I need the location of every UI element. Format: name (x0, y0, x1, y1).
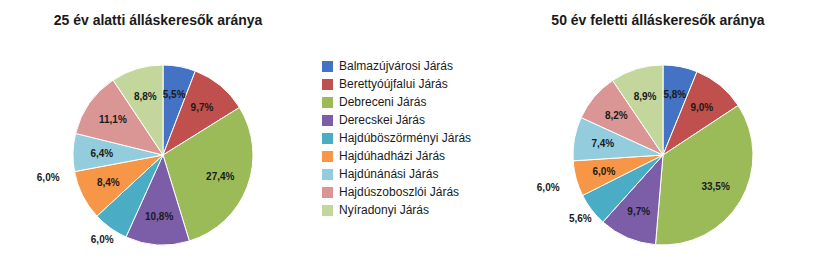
svg-text:10,8%: 10,8% (145, 211, 173, 222)
html-text:50 év feletti álláskeresők ará: 50 év feletti álláskeresők aránya (551, 12, 765, 28)
html-text:Hajdúnánási Járás: Hajdúnánási Járás (339, 167, 439, 181)
svg-text:9,7%: 9,7% (191, 102, 214, 113)
svg-text:8,8%: 8,8% (134, 91, 157, 102)
svg-text:6,4%: 6,4% (90, 148, 113, 159)
svg-text:33,5%: 33,5% (701, 181, 729, 192)
html-text:Nyíradonyi Járás: Nyíradonyi Járás (339, 203, 429, 217)
svg-text:9,7%: 9,7% (627, 206, 650, 217)
svg-text:6,0%: 6,0% (537, 182, 560, 193)
html-text:Hajdúszoboszlói Járás: Hajdúszoboszlói Járás (339, 185, 460, 199)
svg-text:5,5%: 5,5% (163, 89, 186, 100)
svg-text:7,4%: 7,4% (591, 138, 614, 149)
html-text:Hajdúhadházi Járás: Hajdúhadházi Járás (339, 149, 446, 163)
svg-text:8,4%: 8,4% (97, 177, 120, 188)
html-text:Hajdúböszörményi Járás: Hajdúböszörményi Járás (339, 131, 472, 145)
html-text:Berettyóújfalui Járás: Berettyóújfalui Járás (339, 77, 448, 91)
html-text:Balmazújvárosi Járás: Balmazújvárosi Járás (339, 59, 453, 73)
svg-text:8,2%: 8,2% (605, 110, 628, 121)
html-text:Derecskei Járás: Derecskei Járás (339, 113, 425, 127)
svg-text:6,0%: 6,0% (37, 172, 60, 183)
svg-text:27,4%: 27,4% (206, 171, 234, 182)
html-text:25 év alatti álláskeresők arán: 25 év alatti álláskeresők aránya (53, 12, 263, 28)
svg-text:6,0%: 6,0% (593, 166, 616, 177)
html-text:Debreceni Járás: Debreceni Járás (339, 95, 427, 109)
svg-text:5,8%: 5,8% (663, 89, 686, 100)
svg-text:11,1%: 11,1% (99, 114, 127, 125)
svg-text:9,0%: 9,0% (690, 102, 713, 113)
svg-text:6,0%: 6,0% (91, 234, 114, 245)
svg-text:5,6%: 5,6% (569, 213, 592, 224)
svg-text:8,9%: 8,9% (634, 91, 657, 102)
